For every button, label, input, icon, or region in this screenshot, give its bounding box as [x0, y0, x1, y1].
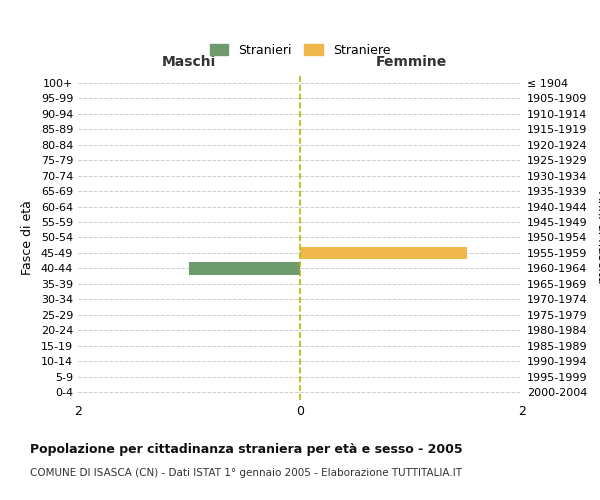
Legend: Stranieri, Straniere: Stranieri, Straniere	[205, 39, 395, 62]
Bar	[189, 262, 300, 274]
Y-axis label: Anni di nascita: Anni di nascita	[595, 191, 600, 284]
Text: Popolazione per cittadinanza straniera per età e sesso - 2005: Popolazione per cittadinanza straniera p…	[30, 442, 463, 456]
Y-axis label: Fasce di età: Fasce di età	[21, 200, 34, 275]
Text: COMUNE DI ISASCA (CN) - Dati ISTAT 1° gennaio 2005 - Elaborazione TUTTITALIA.IT: COMUNE DI ISASCA (CN) - Dati ISTAT 1° ge…	[30, 468, 462, 477]
Text: Maschi: Maschi	[162, 54, 216, 68]
Text: Femmine: Femmine	[376, 54, 446, 68]
Bar	[300, 247, 467, 259]
